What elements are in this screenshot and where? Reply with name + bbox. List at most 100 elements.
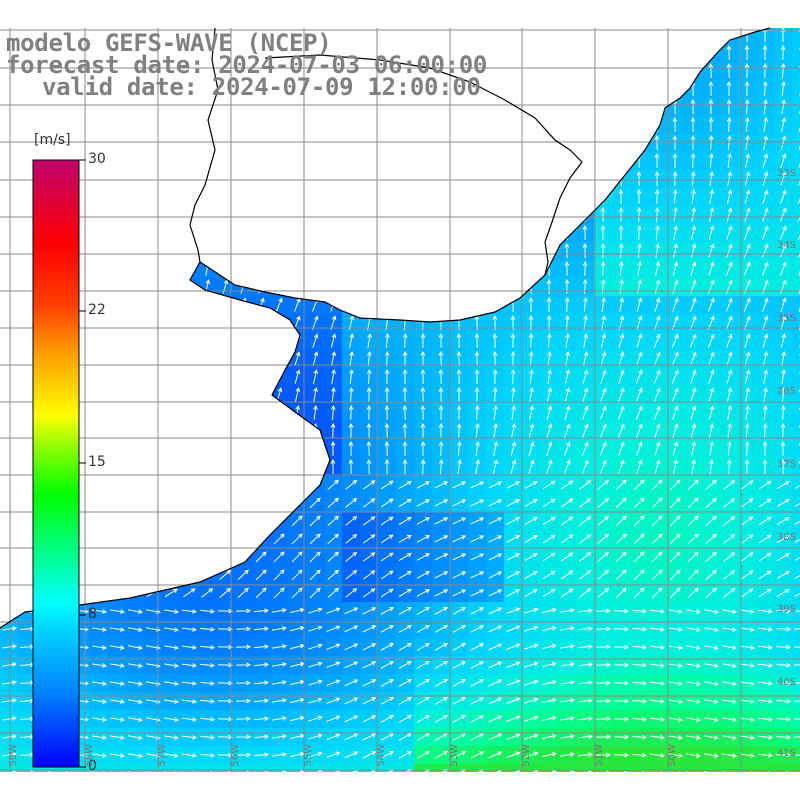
- wind-cell: [342, 278, 360, 296]
- wind-arrow: [181, 627, 197, 632]
- wind-arrow: [330, 135, 337, 150]
- wind-cell: [234, 368, 252, 386]
- wind-cell: [0, 260, 18, 278]
- wind-cell: [18, 80, 36, 98]
- wind-arrow: [344, 607, 359, 615]
- wind-cell: [612, 62, 630, 80]
- wind-arrow: [617, 441, 625, 456]
- wind-arrow: [434, 499, 449, 507]
- wind-arrow: [673, 225, 678, 240]
- wind-arrow: [704, 663, 719, 668]
- wind-cell: [414, 206, 432, 224]
- wind-cell: [144, 332, 162, 350]
- lon-label-54w: 54W: [376, 744, 387, 767]
- wind-arrow: [653, 387, 661, 402]
- wind-arrow: [348, 404, 354, 421]
- wind-arrow: [547, 351, 552, 367]
- wind-arrow: [146, 771, 161, 772]
- wind-cell: [666, 764, 684, 772]
- lon-label-50w: 50W: [667, 744, 678, 767]
- wind-arrow: [132, 152, 138, 169]
- wind-arrow: [420, 386, 426, 403]
- wind-cell: [342, 116, 360, 134]
- wind-arrow: [672, 62, 678, 79]
- wind-arrow: [565, 351, 570, 366]
- wind-cell: [360, 206, 378, 224]
- wind-arrow: [222, 116, 228, 133]
- wind-arrow: [797, 189, 800, 204]
- wind-arrow: [384, 422, 390, 439]
- wind-arrow: [1, 644, 17, 649]
- wind-cell: [306, 116, 324, 134]
- wind-cell: [594, 764, 612, 772]
- wind-cell: [576, 116, 594, 134]
- wind-arrow: [272, 644, 287, 649]
- wind-cell: [468, 242, 486, 260]
- wind-arrow: [762, 297, 769, 312]
- wind-arrow: [595, 662, 612, 668]
- wind-arrow: [506, 733, 521, 740]
- wind-arrow: [219, 587, 232, 598]
- wind-arrow: [686, 753, 701, 758]
- wind-cell: [558, 44, 576, 62]
- wind-arrow: [240, 387, 247, 402]
- wind-arrow: [114, 170, 120, 187]
- wind-arrow: [457, 243, 462, 259]
- wind-cell: [378, 224, 396, 242]
- wind-arrow: [204, 188, 210, 205]
- wind-arrow: [524, 733, 539, 740]
- wind-arrow: [185, 423, 193, 438]
- wind-arrow: [560, 534, 574, 544]
- wind-arrow: [595, 680, 612, 686]
- wind-arrow: [275, 279, 283, 294]
- wind-arrow: [579, 552, 592, 562]
- wind-arrow: [651, 569, 663, 581]
- wind-arrow: [380, 625, 395, 633]
- wind-arrow: [577, 662, 594, 667]
- wind-arrow: [474, 278, 480, 295]
- wind-cell: [0, 332, 18, 350]
- wind-arrow: [726, 243, 733, 258]
- wind-cell: [198, 512, 216, 530]
- wind-arrow: [366, 279, 373, 294]
- wind-arrow: [150, 260, 156, 277]
- wind-arrow: [577, 734, 594, 739]
- wind-arrow: [672, 134, 678, 151]
- wind-arrow: [366, 135, 373, 150]
- wind-arrow: [542, 516, 556, 526]
- wind-arrow: [217, 770, 234, 772]
- wind-arrow: [600, 260, 606, 277]
- wind-arrow: [600, 242, 606, 259]
- wind-arrow: [434, 697, 448, 705]
- wind-arrow: [762, 62, 768, 79]
- wind-arrow: [146, 499, 161, 507]
- wind-arrow: [492, 135, 499, 150]
- wind-cell: [144, 512, 162, 530]
- wind-arrow: [110, 571, 125, 579]
- wind-cell: [468, 116, 486, 134]
- wind-arrow: [708, 134, 714, 151]
- wind-arrow: [168, 98, 174, 115]
- wind-arrow: [709, 189, 715, 204]
- wind-cell: [792, 44, 800, 62]
- wind-cell: [540, 188, 558, 206]
- wind-arrow: [470, 733, 485, 741]
- wind-cell: [522, 224, 540, 242]
- wind-arrow: [776, 552, 790, 561]
- wind-arrow: [780, 189, 787, 204]
- wind-arrow: [168, 459, 175, 474]
- wind-cell: [792, 188, 800, 206]
- wind-cell: [432, 134, 450, 152]
- wind-cell: [198, 296, 216, 314]
- wind-arrow: [312, 440, 318, 457]
- wind-cell: [18, 764, 36, 772]
- wind-arrow: [1, 626, 17, 631]
- wind-cell: [108, 548, 126, 566]
- wind-arrow: [128, 699, 143, 704]
- wind-cell: [252, 368, 270, 386]
- wind-arrow: [546, 99, 553, 114]
- wind-cell: [522, 170, 540, 188]
- wind-arrow: [366, 261, 373, 276]
- wind-arrow: [168, 116, 174, 133]
- wind-cell: [306, 152, 324, 170]
